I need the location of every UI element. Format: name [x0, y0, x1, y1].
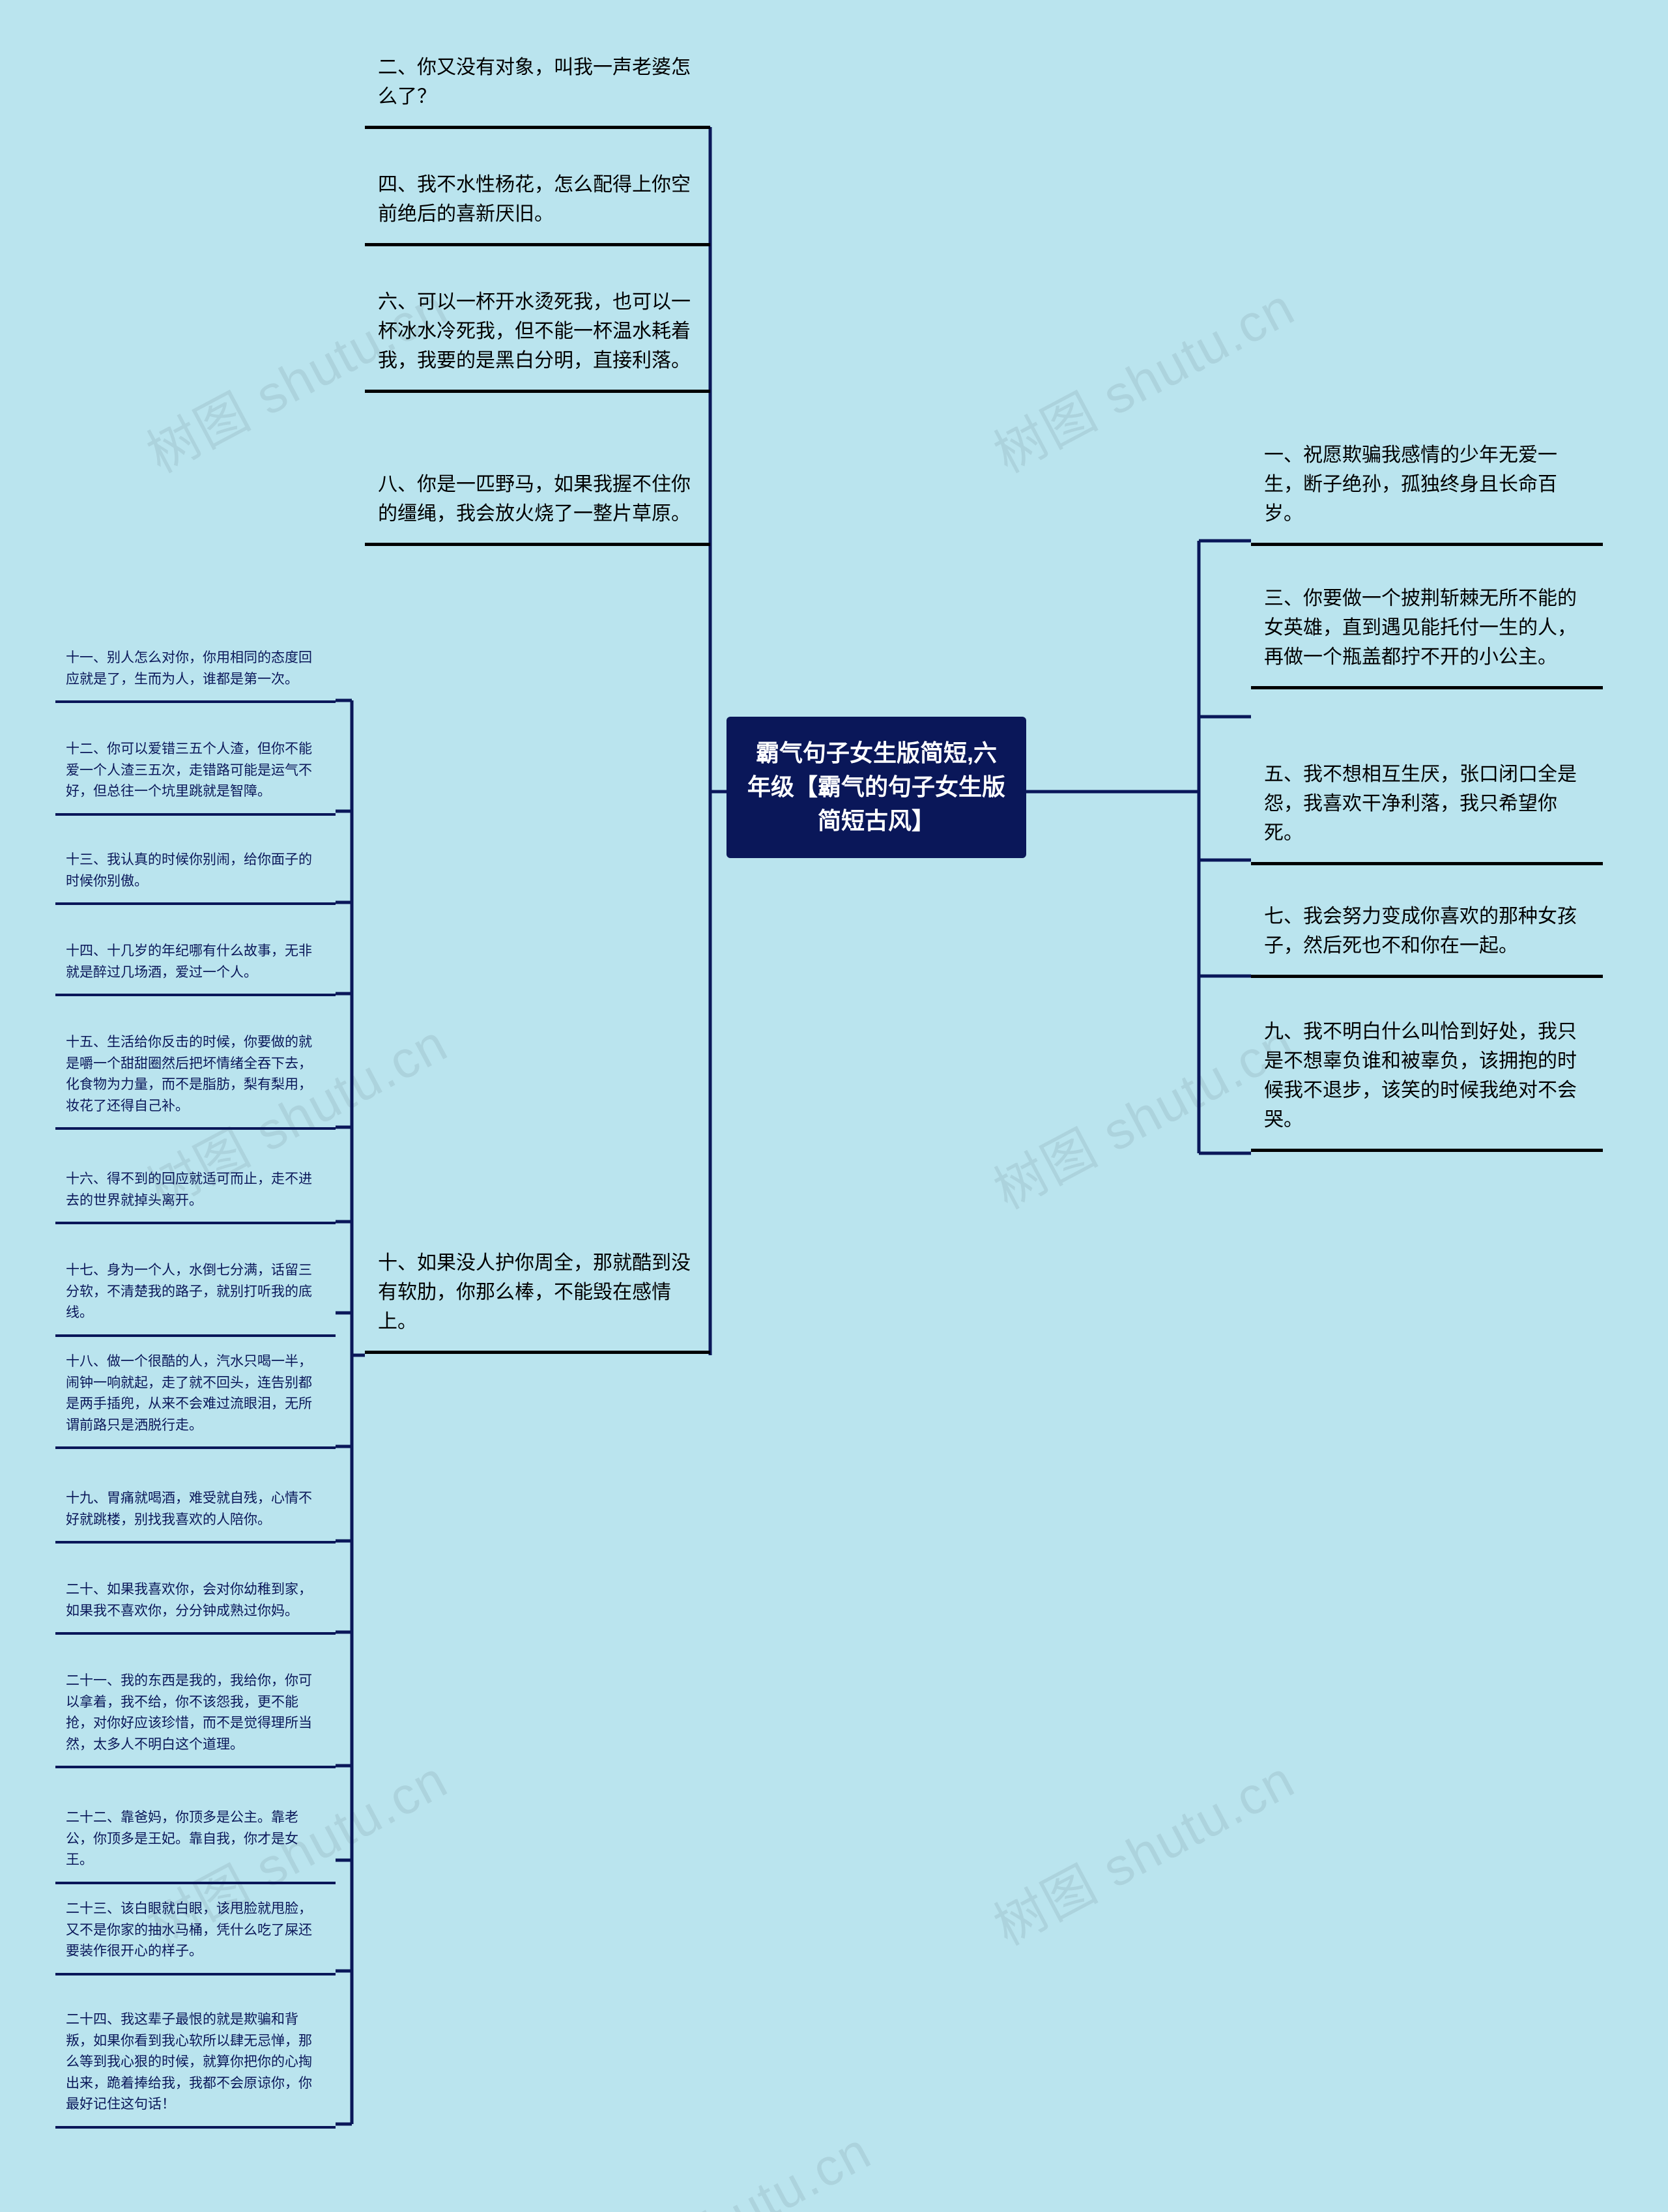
- node-l17: 十七、身为一个人，水倒七分满，话留三分软，不清楚我的路子，就别打听我的底线。: [55, 1251, 336, 1337]
- node-r7: 七、我会努力变成你喜欢的那种女孩子，然后死也不和你在一起。: [1251, 891, 1603, 978]
- node-m8: 八、你是一匹野马，如果我握不住你的缰绳，我会放火烧了一整片草原。: [365, 459, 710, 546]
- node-l19: 十九、胃痛就喝酒，难受就自残，心情不好就跳楼，别找我喜欢的人陪你。: [55, 1479, 336, 1544]
- node-l21: 二十一、我的东西是我的，我给你，你可以拿着，我不给，你不该怨我，更不能抢，对你好…: [55, 1661, 336, 1768]
- node-l22: 二十二、靠爸妈，你顶多是公主。靠老公，你顶多是王妃。靠自我，你才是女王。: [55, 1798, 336, 1884]
- node-l15: 十五、生活给你反击的时候，你要做的就是嚼一个甜甜圈然后把坏情绪全吞下去，化食物为…: [55, 1023, 336, 1130]
- node-r5: 五、我不想相互生厌，张口闭口全是怨，我喜欢干净利落，我只希望你死。: [1251, 749, 1603, 865]
- node-l23: 二十三、该白眼就白眼，该甩脸就甩脸，又不是你家的抽水马桶，凭什么吃了屎还要装作很…: [55, 1889, 336, 1975]
- node-r9: 九、我不明白什么叫恰到好处，我只是不想辜负谁和被辜负，该拥抱的时候我不退步，该笑…: [1251, 1007, 1603, 1152]
- node-l18: 十八、做一个很酷的人，汽水只喝一半，闹钟一响就起，走了就不回头，连告别都是两手插…: [55, 1342, 336, 1449]
- node-l16: 十六、得不到的回应就适可而止，走不进去的世界就掉头离开。: [55, 1160, 336, 1224]
- node-l14: 十四、十几岁的年纪哪有什么故事，无非就是醉过几场酒，爱过一个人。: [55, 932, 336, 996]
- node-m10: 十、如果没人护你周全，那就酷到没有软肋，你那么棒，不能毁在感情上。: [365, 1238, 710, 1354]
- node-l20: 二十、如果我喜欢你，会对你幼稚到家，如果我不喜欢你，分分钟成熟过你妈。: [55, 1570, 336, 1635]
- node-l13: 十三、我认真的时候你别闹，给你面子的时候你别傲。: [55, 840, 336, 905]
- node-m6: 六、可以一杯开水烫死我，也可以一杯冰水冷死我，但不能一杯温水耗着我，我要的是黑白…: [365, 277, 710, 393]
- node-m4: 四、我不水性杨花，怎么配得上你空前绝后的喜新厌旧。: [365, 160, 710, 246]
- center-node: 霸气句子女生版简短,六年级【霸气的句子女生版简短古风】: [726, 717, 1026, 858]
- node-r3: 三、你要做一个披荆斩棘无所不能的女英雄，直到遇见能托付一生的人，再做一个瓶盖都拧…: [1251, 573, 1603, 689]
- node-r1: 一、祝愿欺骗我感情的少年无爱一生，断子绝孙，孤独终身且长命百岁。: [1251, 430, 1603, 546]
- node-l11: 十一、别人怎么对你，你用相同的态度回应就是了，生而为人，谁都是第一次。: [55, 639, 336, 703]
- node-l24: 二十四、我这辈子最恨的就是欺骗和背叛，如果你看到我心软所以肆无忌惮，那么等到我心…: [55, 2000, 336, 2129]
- node-m2: 二、你又没有对象，叫我一声老婆怎么了？: [365, 42, 710, 129]
- node-l12: 十二、你可以爱错三五个人渣，但你不能爱一个人渣三五次，走错路可能是运气不好，但总…: [55, 730, 336, 816]
